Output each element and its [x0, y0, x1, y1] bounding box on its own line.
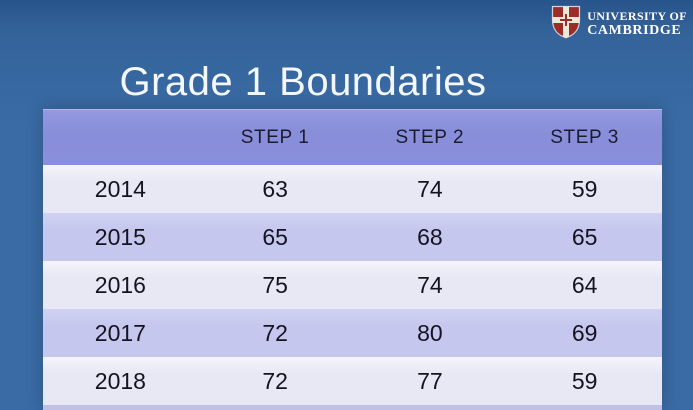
table-row: 2016 75 74 64 [43, 261, 662, 309]
logo-line-university-of: UNIVERSITY OF [587, 9, 687, 24]
cambridge-shield-icon [551, 5, 581, 44]
value-cell: 59 [571, 367, 598, 394]
value-cell: 75 [262, 271, 288, 298]
table-row: 2017 72 80 69 [43, 309, 662, 357]
value-cell: 80 [417, 319, 443, 346]
logo-line-cambridge: CAMBRIDGE [587, 23, 682, 39]
year-cell: 2016 [94, 271, 146, 298]
cambridge-wordmark: UNIVERSITY OF CAMBRIDGE [587, 10, 687, 38]
year-cell: 2018 [94, 367, 146, 394]
table-row: 2014 63 74 59 [43, 165, 662, 213]
value-cell: 72 [262, 319, 288, 346]
value-cell: 65 [262, 223, 288, 250]
table-header-row: STEP 1 STEP 2 STEP 3 [43, 109, 662, 165]
value-cell: 74 [417, 271, 443, 298]
grade-boundaries-table: STEP 1 STEP 2 STEP 3 2014 63 74 59 2015 … [43, 109, 662, 410]
year-cell: 2015 [94, 223, 146, 250]
value-cell: 69 [571, 319, 598, 346]
header-cell-empty [43, 110, 198, 165]
cambridge-logo: UNIVERSITY OF CAMBRIDGE [551, 5, 687, 44]
value-cell: 72 [262, 367, 288, 394]
header-cell-step3: STEP 3 [550, 126, 619, 148]
year-cell: 2017 [94, 319, 146, 346]
header-cell-step1: STEP 1 [240, 126, 310, 148]
value-cell: 77 [417, 367, 443, 394]
value-cell: 59 [571, 175, 598, 202]
table-row: 2018 72 77 59 [43, 357, 662, 405]
next-row-cutoff [43, 405, 662, 410]
value-cell: 64 [571, 271, 598, 298]
value-cell: 74 [417, 175, 443, 202]
header-cell-step2: STEP 2 [395, 126, 465, 148]
value-cell: 65 [571, 223, 598, 250]
year-cell: 2014 [94, 175, 146, 202]
table-row: 2015 65 68 65 [43, 213, 662, 261]
page-title: Grade 1 Boundaries [119, 59, 487, 104]
value-cell: 63 [262, 175, 288, 202]
value-cell: 68 [417, 223, 443, 250]
